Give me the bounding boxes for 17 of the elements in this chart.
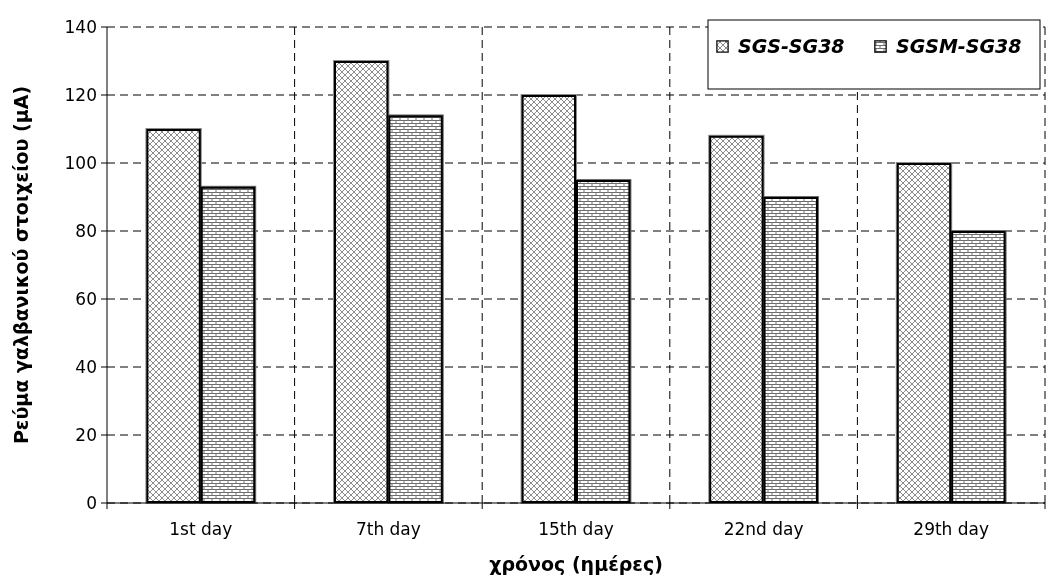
y-tick-label: 80 [75, 220, 97, 241]
y-tick-label: 40 [75, 356, 97, 377]
legend-label: SGSM-SG38 [896, 35, 1022, 57]
x-tick-label: 22nd day [723, 519, 804, 539]
x-tick-label: 29th day [913, 519, 990, 539]
x-tick-label: 7th day [355, 519, 421, 539]
y-tick-label: 100 [64, 152, 97, 173]
y-axis-title: Ρεύμα γαλβανικού στοιχείου (μA) [10, 85, 32, 445]
y-tick-label: 20 [75, 424, 97, 445]
x-tick-label: 15th day [538, 519, 614, 539]
x-axis-title: χρόνος (ημέρες) [489, 553, 663, 575]
legend-label: SGS-SG38 [738, 35, 845, 57]
y-tick-label: 0 [86, 492, 97, 513]
x-tick-label: 1st day [169, 519, 233, 539]
y-tick-label: 140 [64, 16, 97, 37]
y-tick-label: 60 [75, 288, 97, 309]
y-tick-label: 120 [64, 84, 97, 105]
